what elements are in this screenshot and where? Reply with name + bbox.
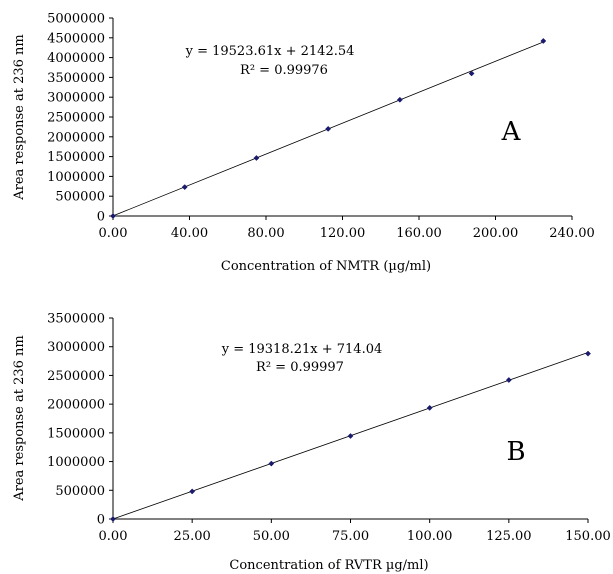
panel-b-y-tick-label: 1000000 xyxy=(47,455,105,470)
panel-a-y-tick-labels: 0 500000 1000000 1500000 2000000 2500000 30000… xyxy=(47,12,105,225)
panel-a-chart: 0 500000 1000000 1500000 2000000 2500000 30000… xyxy=(12,12,595,275)
panel-a-data-points xyxy=(110,38,546,218)
panel-b-data-point xyxy=(427,405,432,410)
panel-b-x-axis-title: Concentration of RVTR µg/ml) xyxy=(229,558,428,573)
panel-b-x-tick-label: 150.00 xyxy=(565,529,611,544)
panel-a-y-tick-label: 1500000 xyxy=(47,150,105,165)
panel-b-y-tick-label: 0 xyxy=(97,513,105,528)
panel-a-y-tick-label: 4500000 xyxy=(47,31,105,46)
panel-b-x-tick-label: 125.00 xyxy=(486,529,532,544)
panel-b-x-tick-labels: 0.00 25.00 50.00 75.00 100.00 125.00 150.00 xyxy=(99,529,611,544)
panel-a-y-tick-label: 2500000 xyxy=(47,111,105,126)
panel-b-y-tick-label: 3500000 xyxy=(47,312,105,327)
panel-b-y-tick-label: 3000000 xyxy=(47,340,105,355)
panel-b-data-point xyxy=(506,377,511,382)
panel-a-x-tick-label: 240.00 xyxy=(549,226,595,241)
panel-a-data-point xyxy=(182,184,187,189)
panel-a-data-point xyxy=(397,97,402,102)
panel-b-r-squared: R² = 0.99997 xyxy=(256,360,344,375)
panel-b-data-point xyxy=(348,433,353,438)
panel-a-y-axis-title: Area response at 236 nm xyxy=(12,34,27,201)
panel-a-letter: A xyxy=(501,117,522,147)
panel-b-x-tick-label: 100.00 xyxy=(407,529,453,544)
panel-b-y-tick-label: 2500000 xyxy=(47,369,105,384)
panel-a-y-tick-label: 1000000 xyxy=(47,170,105,185)
panel-b-x-tick-label: 0.00 xyxy=(99,529,128,544)
panel-a-data-point xyxy=(326,126,331,131)
panel-b-y-tick-labels: 0 500000 1000000 1500000 2000000 2500000 30000… xyxy=(47,312,105,528)
panel-b-data-point xyxy=(110,516,115,521)
panel-b-letter: B xyxy=(506,437,525,467)
panel-a-x-tick-label: 120.00 xyxy=(320,226,366,241)
panel-a-x-tick-label: 200.00 xyxy=(473,226,519,241)
panel-a-y-tick-label: 3500000 xyxy=(47,71,105,86)
panel-a-data-point xyxy=(110,213,115,218)
panel-b-y-tick-label: 2000000 xyxy=(47,398,105,413)
panel-b-x-tick-label: 25.00 xyxy=(174,529,211,544)
panel-a-x-tick-label: 160.00 xyxy=(396,226,442,241)
panel-a-x-tick-labels: 0.00 40.00 80.00 120.00 160.00 200.00 240.00 xyxy=(99,226,595,241)
panel-a-y-tick-label: 0 xyxy=(97,210,105,225)
panel-b-data-point xyxy=(585,351,590,356)
panel-b-data-point xyxy=(190,489,195,494)
panel-a-equation: y = 19523.61x + 2142.54 xyxy=(185,44,355,59)
panel-a-x-axis-title: Concentration of NMTR (µg/ml) xyxy=(221,259,431,274)
panel-b-data-point xyxy=(269,461,274,466)
panel-a-x-tick-label: 80.00 xyxy=(247,226,284,241)
panel-a-x-tick-label: 0.00 xyxy=(99,226,128,241)
panel-a-y-tick-label: 2000000 xyxy=(47,130,105,145)
panel-b-chart: 0 500000 1000000 1500000 2000000 2500000 30000… xyxy=(12,312,611,574)
panel-b-y-axis-title: Area response at 236 nm xyxy=(12,335,27,502)
panel-b-x-tick-label: 50.00 xyxy=(253,529,290,544)
panel-a-y-tick-label: 4000000 xyxy=(47,51,105,66)
panel-b-x-tick-label: 75.00 xyxy=(332,529,369,544)
panel-b-y-tick-label: 500000 xyxy=(55,484,105,499)
panel-a-x-tick-label: 40.00 xyxy=(171,226,208,241)
panel-a-r-squared: R² = 0.99976 xyxy=(240,63,328,78)
panel-a-y-tick-label: 500000 xyxy=(55,190,105,205)
panel-a-y-tick-label: 3000000 xyxy=(47,91,105,106)
panel-a-data-point xyxy=(254,155,259,160)
panel-b-y-tick-label: 1500000 xyxy=(47,426,105,441)
panel-a-y-tick-label: 5000000 xyxy=(47,12,105,27)
panel-b-equation: y = 19318.21x + 714.04 xyxy=(221,342,383,357)
